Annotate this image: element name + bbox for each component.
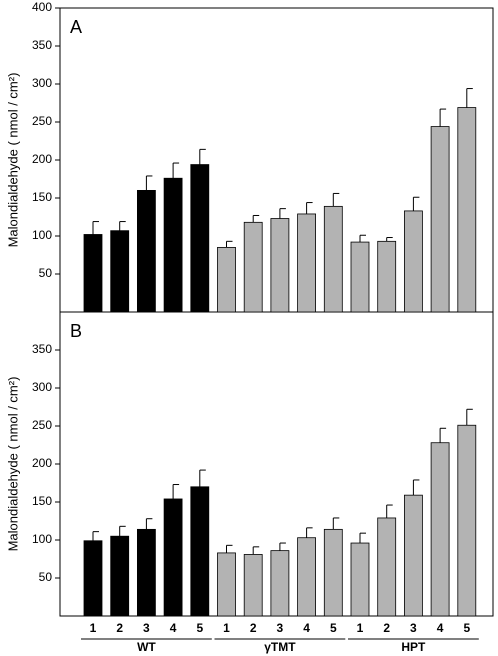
y-tick-label: 150 [32,190,52,204]
bar [110,230,130,313]
x-tick-label: 4 [170,621,177,635]
bar [190,486,210,617]
x-tick-label: 3 [143,621,150,635]
bar [430,442,450,617]
bar [457,107,477,313]
bar [163,177,183,313]
bar [323,205,343,313]
bar [350,241,370,313]
bar [110,535,130,617]
x-tick-label: 2 [116,621,123,635]
group-label: γTMT [264,640,296,654]
bar [323,528,343,617]
bar [243,554,263,617]
x-tick-label: 3 [277,621,284,635]
bar [270,550,290,617]
bar [243,221,263,313]
x-tick-label: 5 [330,621,337,635]
x-tick-label: 5 [463,621,470,635]
y-tick-label: 250 [32,114,52,128]
y-tick-label: 50 [39,570,53,584]
bar [270,218,290,313]
x-tick-label: 2 [250,621,257,635]
y-tick-label: 100 [32,228,52,242]
bar [403,494,423,617]
x-tick-label: 4 [437,621,444,635]
y-tick-label: 350 [32,38,52,52]
x-tick-label: 1 [90,621,97,635]
bar [163,498,183,617]
y-tick-label: 300 [32,76,52,90]
x-tick-label: 2 [383,621,390,635]
bar [297,537,317,617]
y-tick-label: 250 [32,418,52,432]
bar [190,164,210,313]
y-tick-label: 150 [32,494,52,508]
y-tick-label: 300 [32,380,52,394]
bar [136,528,156,617]
panel-label: B [70,321,82,341]
group-label: HPT [401,640,426,654]
y-tick-label: 200 [32,152,52,166]
bar [297,213,317,313]
y-tick-label: 350 [32,342,52,356]
y-tick-label: 200 [32,456,52,470]
y-tick-label: 50 [39,266,53,280]
bar [377,240,397,313]
x-tick-label: 1 [223,621,230,635]
bar [83,234,103,313]
bar [217,246,236,313]
group-label: WT [137,640,156,654]
y-axis-label: Malondialdehyde ( nmol / cm²) [5,377,20,552]
bar [377,517,397,617]
y-tick-label: 100 [32,532,52,546]
x-tick-label: 3 [410,621,417,635]
bar [457,424,477,617]
bar [217,552,236,617]
bar [83,540,103,617]
x-tick-label: 4 [303,621,310,635]
panel-label: A [70,17,82,37]
bar [430,126,450,313]
y-tick-label: 400 [32,0,52,14]
x-tick-label: 5 [196,621,203,635]
x-tick-label: 1 [357,621,364,635]
y-axis-label: Malondialdehyde ( nmol / cm²) [5,73,20,248]
bar [136,189,156,313]
bar [350,542,370,617]
bar [403,210,423,313]
